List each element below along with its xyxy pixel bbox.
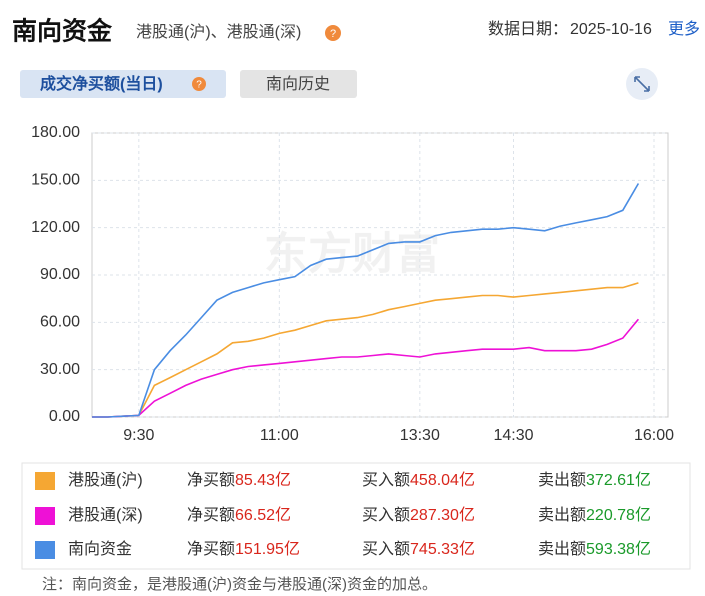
summary-value: 287.30亿	[410, 506, 475, 524]
summary-label: 买入额	[362, 506, 410, 524]
help-icon-glyph: ?	[330, 28, 336, 40]
y-tick-label: 0.00	[49, 408, 80, 425]
date: 2025-10-16	[570, 21, 652, 38]
y-tick-label: 30.00	[40, 361, 80, 378]
legend-swatch	[35, 541, 55, 559]
summary-label: 卖出额	[538, 506, 586, 524]
tab-label: 成交净买额(当日)	[40, 74, 163, 93]
summary-value: 85.43亿	[235, 471, 291, 489]
x-tick-label: 13:30	[400, 427, 440, 444]
summary-box	[21, 462, 691, 570]
summary-value: 458.04亿	[410, 471, 475, 489]
summary-value: 151.95亿	[235, 540, 300, 558]
help-icon[interactable]	[192, 77, 206, 91]
series-line	[92, 282, 639, 418]
legend-label: 南向资金	[68, 540, 132, 558]
y-tick-label: 60.00	[40, 314, 80, 331]
subtitle: 港股通(沪)、港股通(深)	[136, 23, 301, 41]
help-icon[interactable]	[325, 25, 341, 41]
legend-swatch	[35, 507, 55, 525]
series-line	[92, 318, 640, 418]
summary-value: 593.38亿	[586, 540, 651, 558]
summary-label: 净买额	[187, 471, 235, 489]
summary-label: 卖出额	[538, 540, 586, 558]
summary-value: 220.78亿	[586, 506, 651, 524]
legend-label: 港股通(深)	[68, 506, 143, 524]
help-icon-glyph: ?	[196, 80, 202, 91]
legend-swatch	[35, 472, 55, 490]
summary-label: 净买额	[187, 506, 235, 524]
y-tick-label: 90.00	[40, 266, 80, 283]
x-tick-label: 14:30	[493, 427, 533, 444]
legend-label: 港股通(沪)	[68, 471, 143, 489]
title: 南向资金	[12, 17, 113, 46]
summary-value: 66.52亿	[235, 506, 291, 524]
x-tick-label: 16:00	[634, 427, 674, 444]
x-tick-label: 11:00	[260, 427, 299, 444]
series-line	[92, 183, 640, 418]
summary-label: 净买额	[187, 540, 235, 558]
summary-value: 745.33亿	[410, 540, 475, 558]
watermark: 东方财富	[264, 230, 440, 279]
tab-label: 南向历史	[266, 75, 330, 93]
y-tick-label: 120.00	[31, 219, 80, 236]
tab[interactable]	[240, 70, 357, 98]
summary-label: 买入额	[362, 471, 410, 489]
note: 注：南向资金，是港股通(沪)资金与港股通(深)资金的加总。	[42, 576, 437, 593]
summary-label: 买入额	[362, 540, 410, 558]
date-label: 数据日期：	[488, 20, 568, 38]
x-tick-label: 9:30	[123, 427, 154, 444]
summary-label: 卖出额	[538, 471, 586, 489]
expand-icon	[634, 76, 650, 92]
tab-active[interactable]	[20, 70, 226, 98]
y-tick-label: 150.00	[31, 172, 80, 189]
more-link[interactable]: 更多	[668, 20, 700, 38]
summary-value: 372.61亿	[586, 471, 651, 489]
y-tick-label: 180.00	[31, 124, 80, 141]
